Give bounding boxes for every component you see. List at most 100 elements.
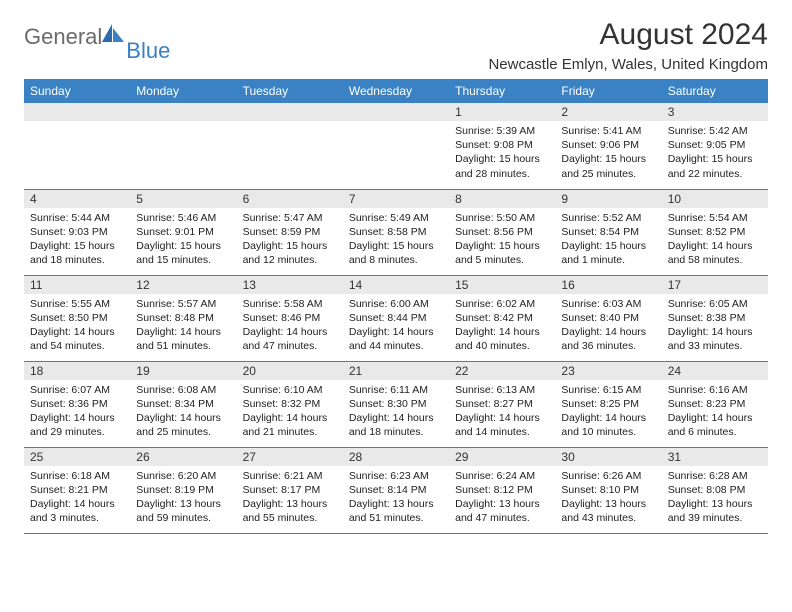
day-number: 7	[343, 190, 449, 208]
title-block: August 2024 Newcastle Emlyn, Wales, Unit…	[488, 18, 768, 73]
day-details: Sunrise: 6:15 AMSunset: 8:25 PMDaylight:…	[555, 380, 661, 443]
daylight-line: Daylight: 14 hours and 51 minutes.	[136, 325, 230, 353]
sunrise-line: Sunrise: 6:18 AM	[30, 469, 124, 483]
daylight-line: Daylight: 13 hours and 55 minutes.	[243, 497, 337, 525]
calendar-day-cell: 20Sunrise: 6:10 AMSunset: 8:32 PMDayligh…	[237, 361, 343, 447]
sunrise-line: Sunrise: 6:15 AM	[561, 383, 655, 397]
calendar-day-cell: 6Sunrise: 5:47 AMSunset: 8:59 PMDaylight…	[237, 189, 343, 275]
sunrise-line: Sunrise: 6:08 AM	[136, 383, 230, 397]
day-number	[237, 103, 343, 121]
day-number: 8	[449, 190, 555, 208]
day-details: Sunrise: 5:42 AMSunset: 9:05 PMDaylight:…	[662, 121, 768, 184]
calendar-day-cell	[130, 103, 236, 189]
sunrise-line: Sunrise: 6:13 AM	[455, 383, 549, 397]
day-number: 9	[555, 190, 661, 208]
calendar-day-cell: 8Sunrise: 5:50 AMSunset: 8:56 PMDaylight…	[449, 189, 555, 275]
sunset-line: Sunset: 8:38 PM	[668, 311, 762, 325]
day-number: 31	[662, 448, 768, 466]
sunrise-line: Sunrise: 5:54 AM	[668, 211, 762, 225]
calendar-day-cell: 11Sunrise: 5:55 AMSunset: 8:50 PMDayligh…	[24, 275, 130, 361]
sunset-line: Sunset: 9:03 PM	[30, 225, 124, 239]
day-details: Sunrise: 6:11 AMSunset: 8:30 PMDaylight:…	[343, 380, 449, 443]
sunrise-line: Sunrise: 5:58 AM	[243, 297, 337, 311]
day-number: 4	[24, 190, 130, 208]
day-number: 17	[662, 276, 768, 294]
day-number: 28	[343, 448, 449, 466]
calendar-week-row: 18Sunrise: 6:07 AMSunset: 8:36 PMDayligh…	[24, 361, 768, 447]
sunrise-line: Sunrise: 5:39 AM	[455, 124, 549, 138]
daylight-line: Daylight: 13 hours and 51 minutes.	[349, 497, 443, 525]
sunrise-line: Sunrise: 6:07 AM	[30, 383, 124, 397]
sunset-line: Sunset: 8:59 PM	[243, 225, 337, 239]
sunset-line: Sunset: 8:46 PM	[243, 311, 337, 325]
daylight-line: Daylight: 14 hours and 21 minutes.	[243, 411, 337, 439]
day-number	[343, 103, 449, 121]
day-details: Sunrise: 6:00 AMSunset: 8:44 PMDaylight:…	[343, 294, 449, 357]
sunset-line: Sunset: 8:42 PM	[455, 311, 549, 325]
day-number: 23	[555, 362, 661, 380]
day-number: 27	[237, 448, 343, 466]
day-number: 19	[130, 362, 236, 380]
daylight-line: Daylight: 15 hours and 8 minutes.	[349, 239, 443, 267]
weekday-header: Monday	[130, 79, 236, 103]
day-number: 11	[24, 276, 130, 294]
day-details: Sunrise: 6:13 AMSunset: 8:27 PMDaylight:…	[449, 380, 555, 443]
calendar-day-cell: 19Sunrise: 6:08 AMSunset: 8:34 PMDayligh…	[130, 361, 236, 447]
sunrise-line: Sunrise: 5:55 AM	[30, 297, 124, 311]
sunset-line: Sunset: 8:50 PM	[30, 311, 124, 325]
calendar-week-row: 1Sunrise: 5:39 AMSunset: 9:08 PMDaylight…	[24, 103, 768, 189]
sunset-line: Sunset: 8:10 PM	[561, 483, 655, 497]
day-number: 26	[130, 448, 236, 466]
calendar-week-row: 11Sunrise: 5:55 AMSunset: 8:50 PMDayligh…	[24, 275, 768, 361]
calendar-day-cell: 23Sunrise: 6:15 AMSunset: 8:25 PMDayligh…	[555, 361, 661, 447]
calendar-day-cell: 30Sunrise: 6:26 AMSunset: 8:10 PMDayligh…	[555, 447, 661, 533]
sunrise-line: Sunrise: 5:42 AM	[668, 124, 762, 138]
calendar-day-cell: 4Sunrise: 5:44 AMSunset: 9:03 PMDaylight…	[24, 189, 130, 275]
daylight-line: Daylight: 15 hours and 1 minute.	[561, 239, 655, 267]
page-subtitle: Newcastle Emlyn, Wales, United Kingdom	[488, 56, 768, 73]
sunrise-line: Sunrise: 6:16 AM	[668, 383, 762, 397]
sunset-line: Sunset: 9:08 PM	[455, 138, 549, 152]
daylight-line: Daylight: 14 hours and 14 minutes.	[455, 411, 549, 439]
sunset-line: Sunset: 8:48 PM	[136, 311, 230, 325]
day-details: Sunrise: 6:05 AMSunset: 8:38 PMDaylight:…	[662, 294, 768, 357]
day-number: 16	[555, 276, 661, 294]
calendar-day-cell: 12Sunrise: 5:57 AMSunset: 8:48 PMDayligh…	[130, 275, 236, 361]
calendar-day-cell: 28Sunrise: 6:23 AMSunset: 8:14 PMDayligh…	[343, 447, 449, 533]
daylight-line: Daylight: 15 hours and 22 minutes.	[668, 152, 762, 180]
calendar-day-cell: 27Sunrise: 6:21 AMSunset: 8:17 PMDayligh…	[237, 447, 343, 533]
calendar-day-cell	[237, 103, 343, 189]
calendar-day-cell	[343, 103, 449, 189]
sunrise-line: Sunrise: 6:24 AM	[455, 469, 549, 483]
sunrise-line: Sunrise: 6:00 AM	[349, 297, 443, 311]
daylight-line: Daylight: 15 hours and 12 minutes.	[243, 239, 337, 267]
daylight-line: Daylight: 14 hours and 40 minutes.	[455, 325, 549, 353]
day-number: 3	[662, 103, 768, 121]
calendar-day-cell	[24, 103, 130, 189]
calendar-day-cell: 31Sunrise: 6:28 AMSunset: 8:08 PMDayligh…	[662, 447, 768, 533]
sunset-line: Sunset: 8:12 PM	[455, 483, 549, 497]
day-details: Sunrise: 6:23 AMSunset: 8:14 PMDaylight:…	[343, 466, 449, 529]
calendar-day-cell: 2Sunrise: 5:41 AMSunset: 9:06 PMDaylight…	[555, 103, 661, 189]
daylight-line: Daylight: 13 hours and 39 minutes.	[668, 497, 762, 525]
sunset-line: Sunset: 8:25 PM	[561, 397, 655, 411]
day-number: 15	[449, 276, 555, 294]
day-details: Sunrise: 5:57 AMSunset: 8:48 PMDaylight:…	[130, 294, 236, 357]
day-number: 12	[130, 276, 236, 294]
day-number: 24	[662, 362, 768, 380]
day-number: 5	[130, 190, 236, 208]
day-details: Sunrise: 5:55 AMSunset: 8:50 PMDaylight:…	[24, 294, 130, 357]
sunset-line: Sunset: 8:14 PM	[349, 483, 443, 497]
sunset-line: Sunset: 8:08 PM	[668, 483, 762, 497]
weekday-header: Wednesday	[343, 79, 449, 103]
day-details: Sunrise: 6:10 AMSunset: 8:32 PMDaylight:…	[237, 380, 343, 443]
calendar-day-cell: 16Sunrise: 6:03 AMSunset: 8:40 PMDayligh…	[555, 275, 661, 361]
daylight-line: Daylight: 14 hours and 6 minutes.	[668, 411, 762, 439]
daylight-line: Daylight: 13 hours and 59 minutes.	[136, 497, 230, 525]
daylight-line: Daylight: 14 hours and 3 minutes.	[30, 497, 124, 525]
sunset-line: Sunset: 8:34 PM	[136, 397, 230, 411]
day-number: 6	[237, 190, 343, 208]
day-details: Sunrise: 5:39 AMSunset: 9:08 PMDaylight:…	[449, 121, 555, 184]
daylight-line: Daylight: 15 hours and 15 minutes.	[136, 239, 230, 267]
sunrise-line: Sunrise: 6:02 AM	[455, 297, 549, 311]
